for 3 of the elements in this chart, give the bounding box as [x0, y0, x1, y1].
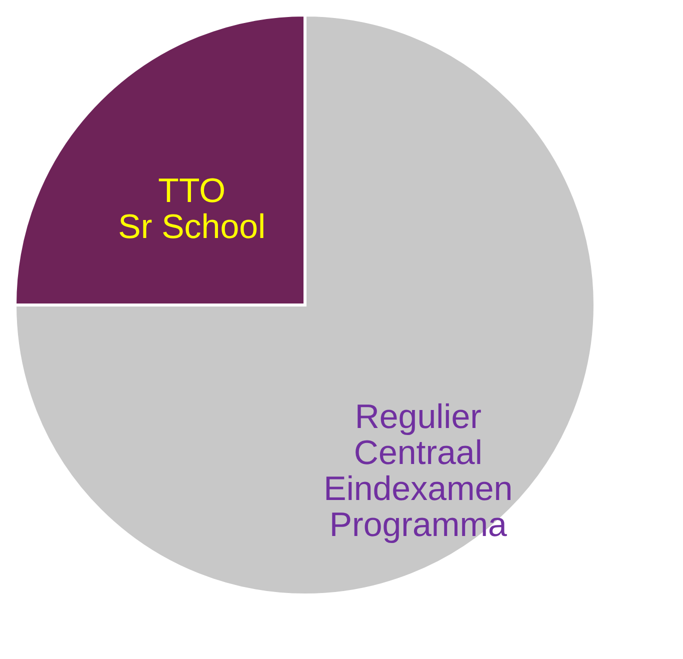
slice-label: TTO Sr School [118, 172, 266, 246]
slice-label: Regulier Centraal Eindexamen Programma [324, 398, 513, 544]
pie-slice [14, 14, 596, 596]
